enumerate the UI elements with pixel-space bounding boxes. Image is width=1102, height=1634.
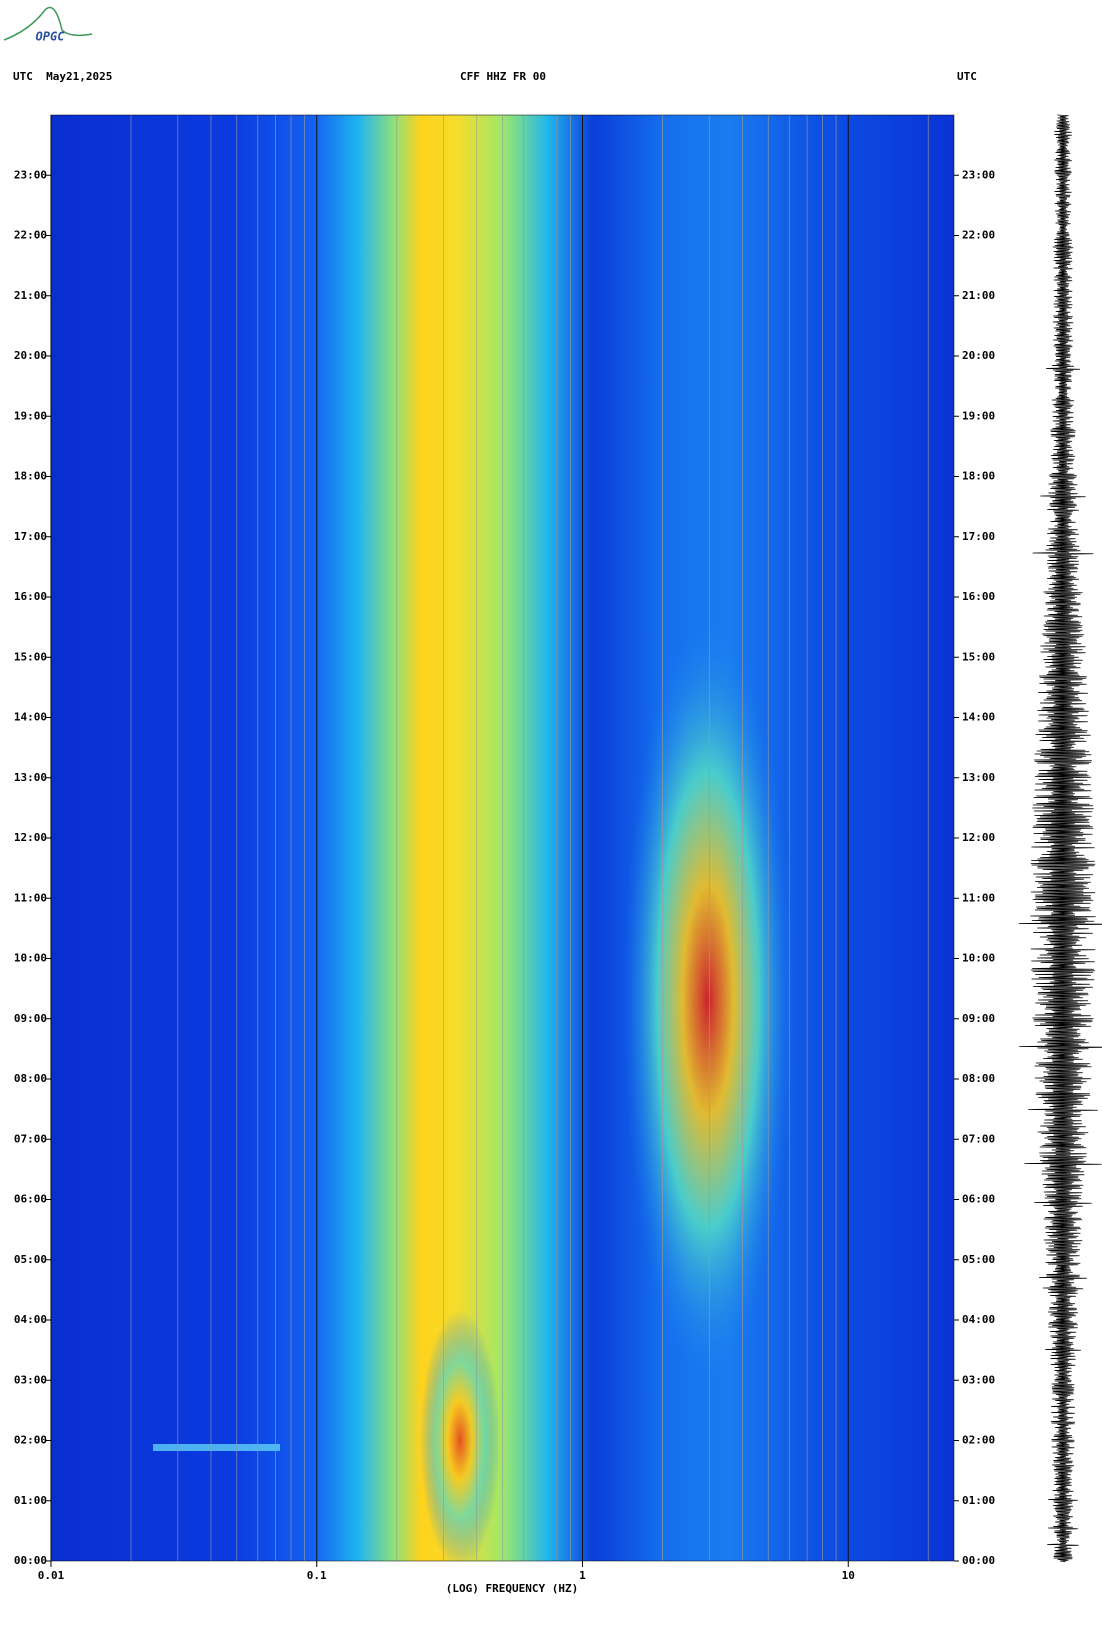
x-tick-label: 0.01 [38,1569,65,1582]
logo: OPGC [3,6,93,44]
y-tick-label: 02:00 [962,1434,995,1447]
y-tick-label: 19:00 [14,409,47,422]
x-tick-label: 10 [842,1569,855,1582]
chart-title: CFF HHZ FR 00 [460,70,546,83]
y-tick-label: 03:00 [962,1373,995,1386]
y-tick-label: 04:00 [14,1313,47,1326]
y-tick-label: 03:00 [14,1373,47,1386]
y-tick-label: 20:00 [962,349,995,362]
y-tick-label: 18:00 [962,470,995,483]
y-tick-label: 16:00 [14,590,47,603]
y-tick-label: 22:00 [962,229,995,242]
x-tick-label: 0.1 [307,1569,327,1582]
y-tick-label: 12:00 [14,831,47,844]
y-tick-label: 02:00 [14,1434,47,1447]
y-tick-label: 10:00 [962,952,995,965]
y-tick-label: 14:00 [962,711,995,724]
y-tick-label: 13:00 [14,771,47,784]
y-tick-label: 15:00 [962,650,995,663]
y-tick-label: 00:00 [962,1554,995,1567]
left-header: UTC May21,2025 [13,70,112,83]
y-tick-label: 07:00 [14,1132,47,1145]
y-tick-label: 07:00 [962,1132,995,1145]
y-tick-label: 21:00 [962,289,995,302]
y-tick-label: 09:00 [14,1012,47,1025]
y-tick-label: 00:00 [14,1554,47,1567]
x-axis-label: (LOG) FREQUENCY (HZ) [446,1582,578,1595]
y-tick-label: 08:00 [14,1072,47,1085]
y-tick-label: 11:00 [14,891,47,904]
y-tick-label: 04:00 [962,1313,995,1326]
y-tick-label: 15:00 [14,650,47,663]
right-header: UTC [957,70,977,83]
y-tick-label: 14:00 [14,711,47,724]
y-tick-label: 22:00 [14,229,47,242]
logo-text: OPGC [36,30,66,44]
trace-line [1018,114,1102,1563]
y-tick-label: 08:00 [962,1072,995,1085]
y-tick-label: 16:00 [962,590,995,603]
y-tick-label: 05:00 [962,1253,995,1266]
y-tick-label: 06:00 [14,1193,47,1206]
y-tick-label: 23:00 [14,168,47,181]
x-tick-label: 1 [579,1569,586,1582]
seismogram-trace [1018,114,1102,1563]
y-tick-label: 12:00 [962,831,995,844]
y-tick-label: 17:00 [962,530,995,543]
y-tick-label: 18:00 [14,470,47,483]
y-tick-label: 21:00 [14,289,47,302]
y-tick-label: 11:00 [962,891,995,904]
y-tick-label: 13:00 [962,771,995,784]
y-tick-label: 19:00 [962,409,995,422]
y-tick-label: 05:00 [14,1253,47,1266]
y-tick-label: 01:00 [14,1494,47,1507]
y-tick-label: 20:00 [14,349,47,362]
y-tick-label: 06:00 [962,1193,995,1206]
y-tick-label: 23:00 [962,168,995,181]
y-tick-label: 01:00 [962,1494,995,1507]
y-tick-label: 09:00 [962,1012,995,1025]
y-tick-label: 10:00 [14,952,47,965]
y-tick-label: 17:00 [14,530,47,543]
plot-frame [50,114,955,1562]
